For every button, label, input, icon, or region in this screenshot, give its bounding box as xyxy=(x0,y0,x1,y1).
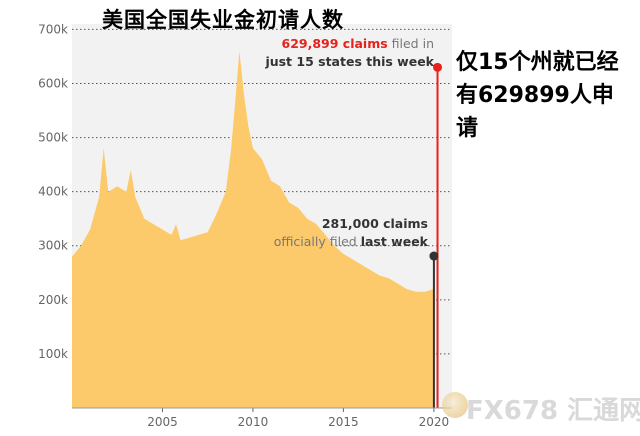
side-note: 仅15个州就已经有629899人申请 xyxy=(456,50,619,141)
annotation-current-week-value: 629,899 claims xyxy=(282,36,388,51)
y-tick-label: 300k xyxy=(38,239,68,253)
annotation-current-week-suffix: filed in xyxy=(388,36,434,51)
area-series-initial-claims xyxy=(72,51,434,408)
y-axis-ticks: 100k 200k 300k 400k 500k 600k 700k xyxy=(38,22,68,361)
y-tick-label: 200k xyxy=(38,293,68,307)
y-tick-label: 100k xyxy=(38,347,68,361)
annotation-last-week-suffix: last week xyxy=(361,234,429,249)
annotation-last-week-prefix: officially filed xyxy=(274,234,361,249)
x-axis-ticks: 2005 2010 2015 2020 xyxy=(72,407,452,429)
annotation-current-week-line1: 629,899 claims filed in xyxy=(282,36,435,51)
marker-dot-last-week xyxy=(429,251,439,261)
annotation-last-week-line1: 281,000 claims xyxy=(322,216,428,231)
x-tick-label: 2010 xyxy=(238,415,269,429)
watermark-text: FX678 汇通网 xyxy=(466,396,640,426)
y-tick-label: 500k xyxy=(38,131,68,145)
annotation-current-week-line2: just 15 states this week xyxy=(264,54,434,69)
chart-headline: 美国全国失业金初请人数 xyxy=(102,8,344,32)
y-tick-label: 400k xyxy=(38,185,68,199)
y-tick-label: 700k xyxy=(38,22,68,36)
x-tick-label: 2005 xyxy=(147,415,178,429)
marker-group: 629,899 claims filed in just 15 states th… xyxy=(264,36,443,408)
x-tick-label: 2015 xyxy=(328,415,359,429)
y-tick-label: 600k xyxy=(38,76,68,90)
watermark-logo-icon xyxy=(442,392,468,418)
x-tick-label: 2020 xyxy=(419,415,450,429)
marker-dot-current-week xyxy=(433,62,443,72)
annotation-last-week-line2: officially filed last week xyxy=(274,234,429,249)
